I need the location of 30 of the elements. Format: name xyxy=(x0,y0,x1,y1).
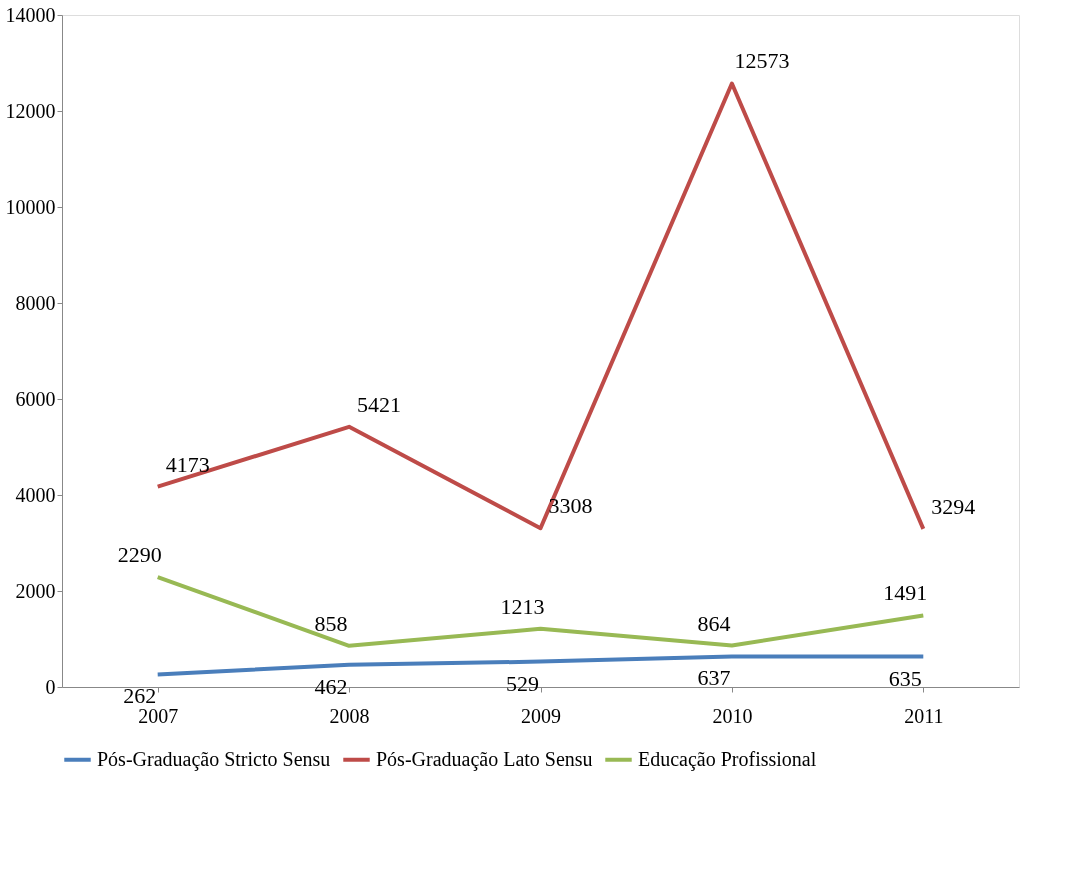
line-series xyxy=(155,81,926,531)
legend-label: Pós-Graduação Stricto Sensu xyxy=(97,747,331,771)
x-tick-label: 2011 xyxy=(904,704,944,727)
data-label: 2290 xyxy=(117,542,162,568)
data-label: 5421 xyxy=(357,391,402,417)
y-tick-label: 0 xyxy=(45,675,56,698)
y-tick-label: 4000 xyxy=(15,483,56,506)
y-tick-label: 2000 xyxy=(15,579,56,602)
data-label: 635 xyxy=(888,665,922,691)
x-tick-label: 2009 xyxy=(521,704,561,727)
data-label: 1213 xyxy=(500,593,545,619)
x-tick-label: 2008 xyxy=(329,704,370,727)
data-label: 637 xyxy=(697,665,731,691)
legend-label: Pós-Graduação Lato Sensu xyxy=(376,747,593,771)
data-label: 529 xyxy=(506,670,539,696)
data-label: 4173 xyxy=(165,451,210,477)
line-series xyxy=(155,575,926,648)
data-label: 858 xyxy=(314,610,348,636)
data-label: 3294 xyxy=(931,493,976,519)
data-label: 462 xyxy=(314,673,348,699)
x-tick-label: 2010 xyxy=(712,704,753,727)
y-tick-label: 6000 xyxy=(15,387,56,410)
data-label: 864 xyxy=(697,610,731,636)
y-tick-label: 8000 xyxy=(15,291,56,314)
y-tick-label: 14000 xyxy=(5,3,56,26)
data-label: 12573 xyxy=(734,48,790,74)
legend-label: Educação Profissional xyxy=(638,747,817,771)
y-tick-label: 10000 xyxy=(5,195,56,218)
y-tick-label: 12000 xyxy=(5,99,56,122)
data-label: 1491 xyxy=(883,580,928,606)
